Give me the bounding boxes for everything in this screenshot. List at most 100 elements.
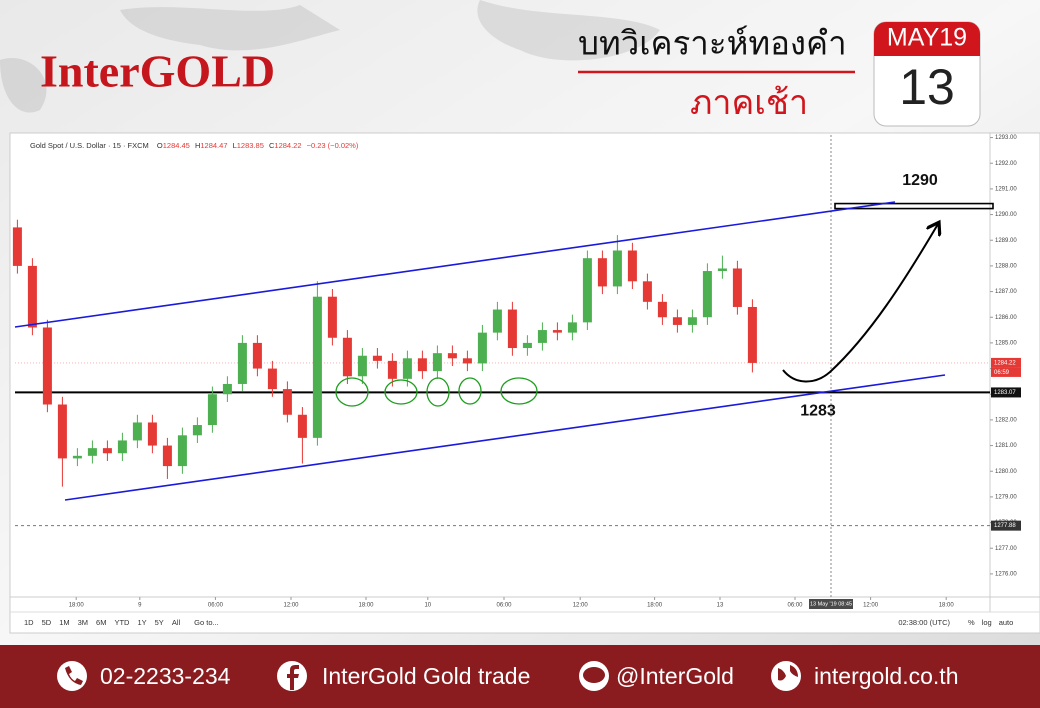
candle-body xyxy=(432,353,442,372)
circle xyxy=(335,377,369,407)
candle-body xyxy=(282,389,292,415)
scale-option[interactable]: % xyxy=(968,618,975,627)
toolbar: 1D 5D 1M 3M 6M YTD 1Y 5Y All Go to... 02:38:00 (UT… xyxy=(24,618,1013,627)
world-map xyxy=(0,0,660,113)
crosshair-label: 13 May '19 08:45 xyxy=(810,601,852,607)
candle-body xyxy=(597,258,607,287)
circle xyxy=(458,377,482,405)
footer-icons xyxy=(57,661,801,691)
circle xyxy=(500,377,538,405)
candle-body xyxy=(402,358,412,379)
range-button[interactable]: 5Y xyxy=(155,618,164,627)
candle-body xyxy=(192,425,202,436)
countdown: 06:59 xyxy=(994,370,1010,376)
candle-body xyxy=(537,330,547,343)
x-tick-label: 06:00 xyxy=(787,603,803,609)
range-button[interactable]: 5D xyxy=(42,618,52,627)
y-tick-label: 1282.00 xyxy=(995,417,1017,423)
candle-body xyxy=(747,306,757,363)
resistance-box xyxy=(834,202,994,210)
candle-body xyxy=(657,301,667,318)
goto-button[interactable]: Go to... xyxy=(194,618,219,627)
candle-body xyxy=(357,355,367,377)
range-button[interactable]: 3M xyxy=(78,618,88,627)
candle-body xyxy=(717,268,727,272)
footer xyxy=(0,645,1040,708)
price-label-bg xyxy=(991,520,1021,531)
plot: 1276.001277.001278.001279.001280.001281.… xyxy=(12,135,1021,609)
range-button[interactable]: 6M xyxy=(96,618,106,627)
candle-body xyxy=(552,330,562,333)
candle-body xyxy=(447,353,457,359)
y-tick-label: 1285.00 xyxy=(995,340,1017,346)
candle-body xyxy=(687,317,697,325)
candle-body xyxy=(312,296,322,438)
candle-body xyxy=(162,445,172,467)
y-tick-label: 1290.00 xyxy=(995,212,1017,218)
ohlc-value: 1284.47 xyxy=(200,141,227,150)
y-tick-label: 1277.00 xyxy=(995,546,1017,552)
candle-body xyxy=(732,268,742,307)
range-button[interactable]: YTD xyxy=(114,618,130,627)
candle-body xyxy=(627,250,637,282)
calendar: MAY19 13 xyxy=(873,21,981,127)
x-tick-label: 9 xyxy=(138,603,142,609)
crosshair-label-bg xyxy=(809,599,853,609)
y-tick-label: 1291.00 xyxy=(995,186,1017,192)
scale-option[interactable]: log xyxy=(982,618,992,627)
ohlc-value: 1284.45 xyxy=(163,141,190,150)
x-tick-label: 18:00 xyxy=(647,603,663,609)
line-id: @InterGold xyxy=(616,663,734,689)
y-tick-label: 1280.00 xyxy=(995,469,1017,475)
candle-body xyxy=(612,250,622,287)
ohlc-key: O xyxy=(157,141,163,150)
ohlc-key: L xyxy=(233,141,237,150)
y-tick-label: 1279.00 xyxy=(995,494,1017,500)
candle-body xyxy=(522,342,532,349)
symbol: Gold Spot / U.S. Dollar · 15 · FXCM xyxy=(30,141,149,150)
candle-body xyxy=(582,258,592,323)
circle xyxy=(426,377,450,407)
candle-body xyxy=(507,309,517,349)
candle-body xyxy=(387,360,397,379)
candle-body xyxy=(492,309,502,333)
range-button[interactable]: 1M xyxy=(59,618,69,627)
price-label-bg xyxy=(991,357,1021,368)
chart-panel xyxy=(9,132,1040,634)
candle-body xyxy=(102,448,112,454)
y-tick-label: 1292.00 xyxy=(995,161,1017,167)
candle-body xyxy=(207,394,217,426)
candle-body xyxy=(372,355,382,361)
ohlc-value: 1284.22 xyxy=(274,141,301,150)
resistance-label: 1290 xyxy=(902,172,938,189)
forecast-arrow xyxy=(782,224,938,383)
price-label: 1277.88 xyxy=(994,523,1016,529)
candle-body xyxy=(177,435,187,467)
title: บทวิเคราะห์ทองคำ xyxy=(578,25,847,62)
y-tick-label: 1276.00 xyxy=(995,571,1017,577)
x-tick-label: 18:00 xyxy=(939,603,955,609)
x-tick-label: 12:00 xyxy=(863,603,879,609)
channel-lower xyxy=(64,374,946,501)
phone: 02-2233-234 xyxy=(100,663,231,689)
countdown-bg xyxy=(991,367,1021,377)
scale-option[interactable]: auto xyxy=(999,618,1014,627)
candle-body xyxy=(342,337,352,377)
candle-body xyxy=(132,422,142,441)
y-tick-label: 1293.00 xyxy=(995,135,1017,141)
x-tick-label: 13 xyxy=(717,603,724,609)
range-button[interactable]: 1D xyxy=(24,618,34,627)
candle-body xyxy=(477,332,487,364)
brand: InterGOLD xyxy=(40,46,275,97)
x-tick-label: 12:00 xyxy=(283,603,299,609)
range-button[interactable]: All xyxy=(172,618,181,627)
candle-body xyxy=(672,317,682,325)
range-button[interactable]: 1Y xyxy=(137,618,146,627)
candle-body xyxy=(327,296,337,338)
price-label: 1283.07 xyxy=(994,390,1016,396)
y-tick-label: 1289.00 xyxy=(995,238,1017,244)
ohlc-key: H xyxy=(195,141,200,150)
support-label: 1283 xyxy=(800,402,836,419)
candle-body xyxy=(72,455,82,459)
